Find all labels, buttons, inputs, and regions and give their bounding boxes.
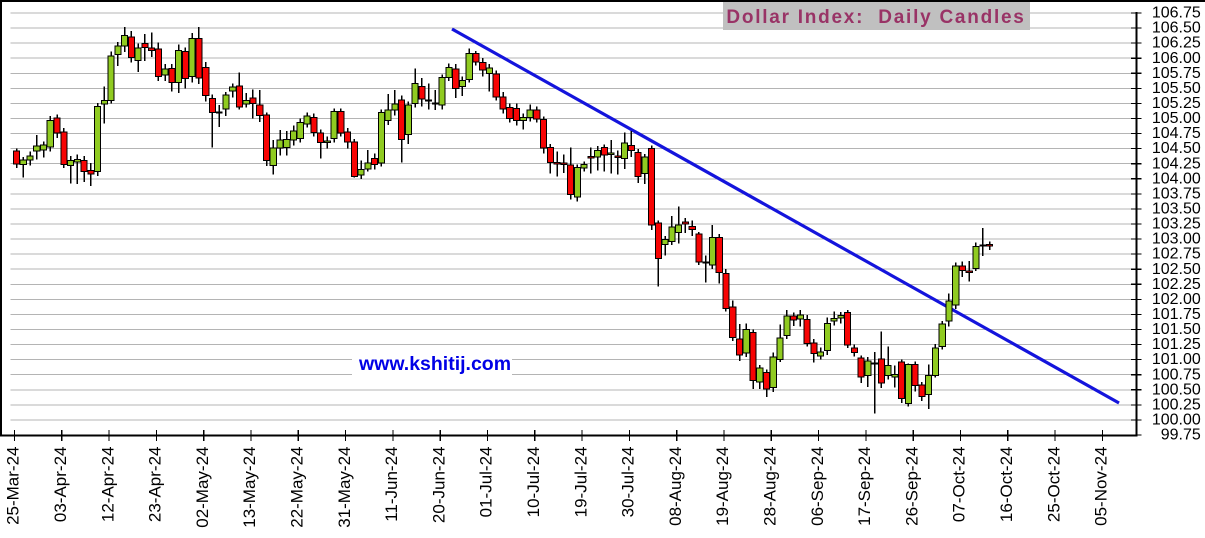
- svg-text:101.50: 101.50: [1152, 321, 1201, 338]
- svg-text:16-Oct-24: 16-Oct-24: [997, 447, 1016, 523]
- svg-text:12-Apr-24: 12-Apr-24: [98, 447, 117, 523]
- svg-text:31-May-24: 31-May-24: [335, 447, 354, 528]
- svg-text:19-Aug-24: 19-Aug-24: [713, 447, 732, 526]
- svg-text:106.75: 106.75: [1152, 5, 1201, 22]
- svg-text:26-Sep-24: 26-Sep-24: [902, 447, 921, 526]
- svg-text:102.25: 102.25: [1152, 276, 1201, 293]
- svg-text:102.50: 102.50: [1152, 261, 1201, 278]
- svg-text:25-Oct-24: 25-Oct-24: [1044, 447, 1063, 523]
- svg-text:99.75: 99.75: [1161, 427, 1201, 444]
- svg-text:17-Sep-24: 17-Sep-24: [855, 447, 874, 526]
- svg-text:13-May-24: 13-May-24: [240, 447, 259, 528]
- svg-text:106.50: 106.50: [1152, 20, 1201, 37]
- svg-text:03-Apr-24: 03-Apr-24: [51, 447, 70, 523]
- svg-text:22-May-24: 22-May-24: [288, 447, 307, 528]
- svg-text:102.00: 102.00: [1152, 291, 1201, 308]
- svg-text:20-Jun-24: 20-Jun-24: [429, 447, 448, 524]
- svg-text:101.75: 101.75: [1152, 306, 1201, 323]
- svg-text:103.25: 103.25: [1152, 216, 1201, 233]
- svg-text:25-Mar-24: 25-Mar-24: [4, 447, 23, 525]
- svg-text:100.25: 100.25: [1152, 397, 1201, 414]
- svg-text:100.00: 100.00: [1152, 412, 1201, 429]
- svg-text:106.25: 106.25: [1152, 35, 1201, 52]
- svg-text:30-Jul-24: 30-Jul-24: [619, 447, 638, 518]
- svg-text:100.50: 100.50: [1152, 381, 1201, 398]
- svg-text:103.00: 103.00: [1152, 231, 1201, 248]
- svg-text:11-Jun-24: 11-Jun-24: [382, 447, 401, 522]
- svg-text:104.50: 104.50: [1152, 140, 1201, 157]
- svg-text:103.75: 103.75: [1152, 186, 1201, 203]
- svg-text:105.75: 105.75: [1152, 65, 1201, 82]
- svg-text:103.50: 103.50: [1152, 201, 1201, 218]
- svg-text:02-May-24: 02-May-24: [193, 447, 212, 528]
- svg-text:19-Jul-24: 19-Jul-24: [571, 447, 590, 518]
- svg-text:23-Apr-24: 23-Apr-24: [146, 447, 165, 523]
- svg-text:105.50: 105.50: [1152, 80, 1201, 97]
- svg-text:01-Jul-24: 01-Jul-24: [477, 447, 496, 518]
- svg-text:101.25: 101.25: [1152, 336, 1201, 353]
- svg-text:100.75: 100.75: [1152, 366, 1201, 383]
- svg-text:05-Nov-24: 05-Nov-24: [1092, 447, 1111, 526]
- svg-text:101.00: 101.00: [1152, 351, 1201, 368]
- svg-text:28-Aug-24: 28-Aug-24: [761, 447, 780, 526]
- svg-text:104.25: 104.25: [1152, 155, 1201, 172]
- svg-text:104.75: 104.75: [1152, 125, 1201, 142]
- svg-text:10-Jul-24: 10-Jul-24: [524, 447, 543, 518]
- svg-text:105.00: 105.00: [1152, 110, 1201, 127]
- svg-text:06-Sep-24: 06-Sep-24: [808, 447, 827, 526]
- svg-text:104.00: 104.00: [1152, 170, 1201, 187]
- svg-text:08-Aug-24: 08-Aug-24: [666, 447, 685, 526]
- svg-text:102.75: 102.75: [1152, 246, 1201, 263]
- svg-text:105.25: 105.25: [1152, 95, 1201, 112]
- svg-text:106.00: 106.00: [1152, 50, 1201, 67]
- svg-text:07-Oct-24: 07-Oct-24: [950, 447, 969, 523]
